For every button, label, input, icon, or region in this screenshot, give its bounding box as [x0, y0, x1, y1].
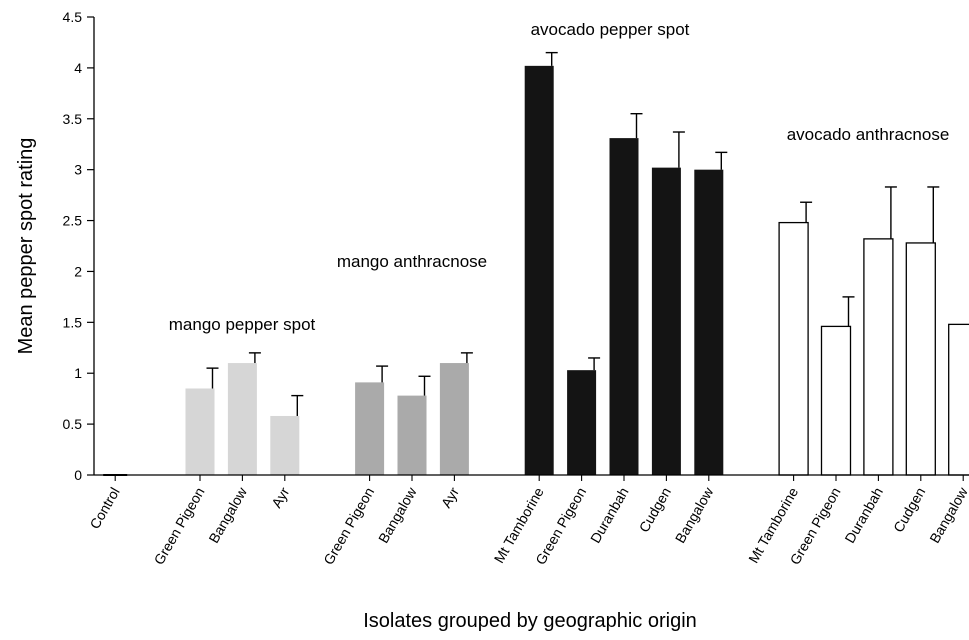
- x-axis-title: Isolates grouped by geographic origin: [363, 610, 697, 632]
- x-tick-label: Green Pigeon: [320, 485, 377, 568]
- x-tick-label: Bangalow: [926, 484, 969, 546]
- x-tick-label: Bangalow: [205, 484, 250, 546]
- x-tick-label: Control: [86, 485, 122, 532]
- group-label: avocado anthracnose: [787, 125, 950, 144]
- bar: [355, 382, 385, 475]
- y-tick-label: 4: [74, 60, 82, 76]
- x-tick-label: Bangalow: [672, 484, 717, 546]
- x-tick-label: Bangalow: [375, 484, 420, 546]
- bar: [567, 370, 597, 475]
- y-tick-label: 3: [74, 162, 82, 178]
- bar: [270, 415, 300, 475]
- bar: [778, 221, 809, 476]
- bar: [439, 363, 469, 475]
- group-label: mango pepper spot: [169, 315, 316, 334]
- bar: [694, 169, 724, 475]
- error-bars-layer: [206, 51, 940, 416]
- bar: [905, 242, 936, 476]
- x-tick-label: Green Pigeon: [151, 485, 208, 568]
- bar: [948, 323, 969, 476]
- bar: [524, 65, 554, 475]
- x-tick-label: Cudgen: [636, 485, 674, 535]
- bar: [227, 363, 257, 475]
- bar: [651, 167, 681, 475]
- y-tick-label: 2.5: [63, 213, 83, 229]
- group-label: mango anthracnose: [337, 252, 487, 271]
- x-tick-label: Ayr: [438, 484, 462, 510]
- x-tick-label: Ayr: [268, 484, 292, 510]
- y-tick-label: 0: [74, 467, 82, 483]
- bar: [820, 325, 852, 476]
- bar: [863, 238, 894, 476]
- bar: [397, 395, 427, 475]
- axes-layer: [93, 17, 969, 476]
- group-label: avocado pepper spot: [531, 20, 690, 39]
- x-tick-label: Cudgen: [890, 485, 928, 535]
- y-axis-title: Mean pepper spot rating: [15, 138, 37, 355]
- bar: [185, 388, 215, 475]
- y-tick-label: 1.5: [63, 314, 83, 330]
- y-tick-label: 4.5: [63, 9, 83, 25]
- y-tick-label: 0.5: [63, 416, 83, 432]
- y-ticks-layer: 0 0.5 1 1.5 2 2.5 3 3.5 4 4.5: [63, 9, 94, 483]
- y-tick-label: 1: [74, 365, 82, 381]
- x-tick-label: Duranbah: [841, 485, 886, 546]
- bars-layer: [103, 65, 969, 476]
- bar: [609, 138, 639, 476]
- y-tick-label: 2: [74, 263, 82, 279]
- x-tick-label: Duranbah: [587, 485, 632, 546]
- group-labels-layer: mango pepper spot mango anthracnose avocad…: [169, 20, 950, 334]
- y-tick-label: 3.5: [63, 111, 83, 127]
